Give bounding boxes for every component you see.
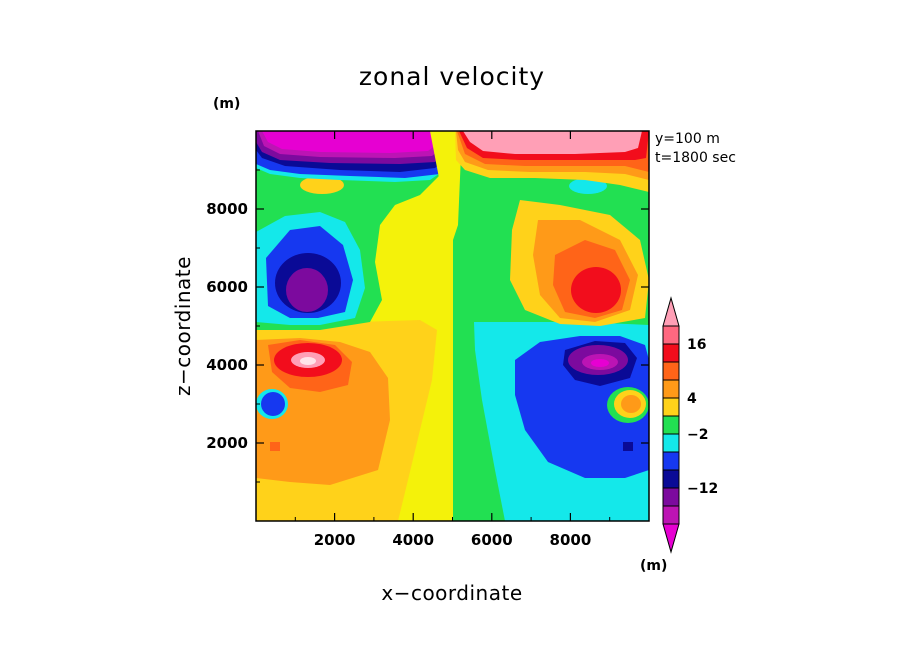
- colorbar-label: −12: [687, 481, 718, 497]
- contour-right-small-navy: [623, 442, 633, 451]
- colorbar-swatch: [662, 505, 680, 525]
- contour-left-purple: [286, 268, 328, 312]
- colorbar-swatch: [662, 415, 680, 435]
- colorbar-labels: 16 4 −2 −12: [687, 337, 718, 497]
- contour-center-ridge: [430, 131, 453, 521]
- x-tick-label: 6000: [471, 531, 513, 549]
- contour-left-top-magenta: [262, 131, 447, 153]
- colorbar-swatch: [662, 487, 680, 507]
- colorbar-swatch: [662, 433, 680, 453]
- colorbar-swatch: [662, 379, 680, 399]
- colorbar-swatch: [662, 451, 680, 471]
- x-tick-label: 2000: [314, 531, 356, 549]
- annotation-time: t=1800 sec: [655, 150, 736, 166]
- annotation-y-location: y=100 m: [655, 131, 720, 147]
- colorbar-label: 16: [687, 337, 706, 353]
- chart-title: zonal velocity: [359, 62, 545, 91]
- y-axis-title: z−coordinate: [171, 256, 195, 396]
- contour-right-upper-cyan: [569, 178, 607, 194]
- colorbar-swatch: [662, 469, 680, 489]
- contour-right-red: [571, 267, 621, 313]
- x-tick-label: 8000: [550, 531, 592, 549]
- y-tick-label: 8000: [206, 200, 248, 218]
- contour-left-upper-yellow: [300, 176, 344, 194]
- colorbar-label: 4: [687, 391, 697, 407]
- contour-right-lower-magenta: [591, 359, 609, 367]
- contour-right-small-orange: [621, 395, 641, 413]
- x-axis-ticks: 2000 4000 6000 8000: [294, 131, 611, 549]
- colorbar-swatch: [662, 397, 680, 417]
- contour-right-top-pink: [463, 131, 642, 154]
- contour-left-small-blue: [261, 392, 285, 416]
- colorbar-swatch: [662, 343, 680, 363]
- colorbar-swatch: [662, 361, 680, 381]
- contour-left-small-darkorange: [270, 442, 280, 451]
- y-axis-ticks: 2000 4000 6000 8000: [206, 169, 649, 483]
- colorbar-label: −2: [687, 427, 708, 443]
- colorbar-unit: (m): [640, 558, 667, 574]
- y-tick-label: 2000: [206, 434, 248, 452]
- colorbar-bottom-arrow: [662, 523, 680, 554]
- x-tick-label: 4000: [392, 531, 434, 549]
- colorbar-top-arrow: [662, 296, 680, 327]
- colorbar-swatch: [662, 325, 680, 345]
- plot-area: [256, 131, 649, 521]
- y-axis-unit: (m): [213, 96, 240, 112]
- contour-left-lower-white: [300, 357, 316, 365]
- colorbar: [662, 296, 680, 554]
- y-tick-label: 4000: [206, 356, 248, 374]
- y-tick-label: 6000: [206, 278, 248, 296]
- x-axis-title: x−coordinate: [381, 581, 522, 605]
